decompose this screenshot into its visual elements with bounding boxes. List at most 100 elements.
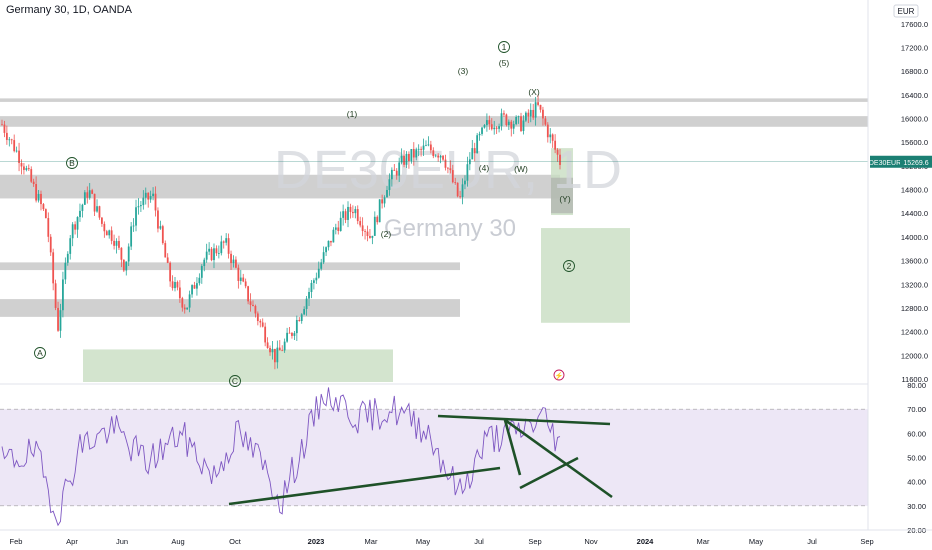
candle-body (132, 225, 135, 227)
price-tag (900, 155, 932, 168)
rsi-pane[interactable] (0, 383, 868, 527)
currency-label: EUR (898, 7, 915, 16)
alert-icon (553, 369, 565, 381)
wave-circle (34, 347, 46, 359)
candle-body (381, 199, 384, 204)
time-axis[interactable]: Feb Apr Jun Aug Oct 2023 Mar May Jul Sep Nov 2024 Ma… (0, 529, 932, 546)
candle-body (5, 132, 8, 140)
candle-body (113, 240, 115, 246)
candle-body (93, 193, 96, 212)
candle-body (208, 248, 211, 252)
rsi-tick-label: 80.00 (907, 381, 926, 390)
candle-body (498, 126, 500, 129)
candle-body (27, 168, 30, 170)
candle-body (517, 116, 520, 118)
candle-body (551, 134, 554, 141)
x-tick-label: Jul (474, 537, 484, 546)
candle-body (364, 231, 366, 232)
candle-body (135, 207, 137, 226)
candle-body (210, 248, 213, 261)
candle-body (310, 282, 313, 293)
candle-body (122, 259, 125, 271)
candle-body (186, 307, 189, 310)
candle-body (549, 134, 552, 138)
candle-body (164, 243, 167, 258)
candle-body (527, 112, 530, 117)
candle-body (66, 253, 69, 263)
candle-body (308, 292, 310, 299)
candle-body (473, 148, 476, 154)
candle-body (115, 241, 118, 246)
wave-circle (66, 157, 78, 169)
candle-body (429, 144, 432, 151)
wave-label: (W) (514, 164, 528, 174)
candle-body (332, 229, 335, 243)
candle-body (18, 150, 20, 164)
candle-body (10, 139, 13, 141)
candle-body (447, 167, 449, 169)
wave-label: (5) (499, 58, 510, 68)
candle-body (493, 127, 496, 130)
candle-body (81, 204, 84, 211)
candle-body (105, 231, 108, 236)
y-tick-label: 16000.0 (901, 115, 928, 124)
candle-body (125, 261, 128, 271)
wave-label: C (232, 376, 238, 386)
candle-body (130, 226, 133, 247)
candle-body (88, 190, 91, 198)
candle-body (373, 216, 376, 236)
candle-body (471, 148, 474, 160)
candle-body (337, 227, 340, 231)
trendline-right (519, 456, 579, 490)
wave-circle (563, 260, 575, 272)
candle-body (288, 332, 291, 334)
price-axis[interactable]: EUR 17600.0 17200.0 16800.0 16400.0 16000.0 15… (867, 0, 932, 535)
x-tick-label: Apr (66, 537, 78, 546)
candle-body (3, 124, 6, 133)
candle-body (376, 216, 379, 223)
candle-body (244, 281, 247, 287)
candle-body (369, 236, 371, 238)
candle-body (32, 181, 35, 185)
candle-body (1, 124, 3, 126)
y-tick-label: 16800.0 (901, 67, 928, 76)
candle-body (142, 197, 145, 206)
trendline-down (504, 418, 613, 499)
candle-body (196, 283, 198, 289)
candle-body (537, 102, 539, 105)
wave-label: A (37, 348, 43, 358)
rsi-tick-label: 40.00 (907, 478, 926, 487)
candle-body (264, 326, 267, 343)
candle-body (464, 180, 466, 185)
candle-body (481, 127, 483, 134)
candle-body (412, 148, 415, 158)
candle-body (239, 277, 242, 281)
candle-body (220, 241, 223, 254)
candle-body (35, 184, 38, 201)
candle-body (327, 240, 330, 248)
candle-body (483, 125, 486, 128)
candle-body (30, 169, 33, 182)
candle-body (529, 109, 532, 117)
wave-label: 1 (502, 42, 507, 52)
rsi-line (1, 387, 561, 527)
candle-body (532, 109, 535, 118)
chart-title: Germany 30, 1D, OANDA (6, 4, 132, 16)
candle-body (281, 350, 284, 352)
candle-body (415, 149, 418, 158)
y-tick-label: 11600.0 (901, 375, 928, 384)
candle-body (298, 319, 301, 322)
candle-body (342, 211, 345, 218)
alert-icon: ⚡ (555, 371, 564, 380)
candle-body (52, 252, 55, 284)
rsi-tick-label: 60.00 (907, 429, 926, 438)
candle-body (54, 283, 57, 308)
currency-badge (893, 4, 919, 18)
zone-12800 (0, 299, 460, 317)
candle-body (322, 252, 325, 263)
candle-body (235, 259, 237, 268)
candle-body (64, 262, 67, 280)
candle-body (386, 189, 388, 198)
